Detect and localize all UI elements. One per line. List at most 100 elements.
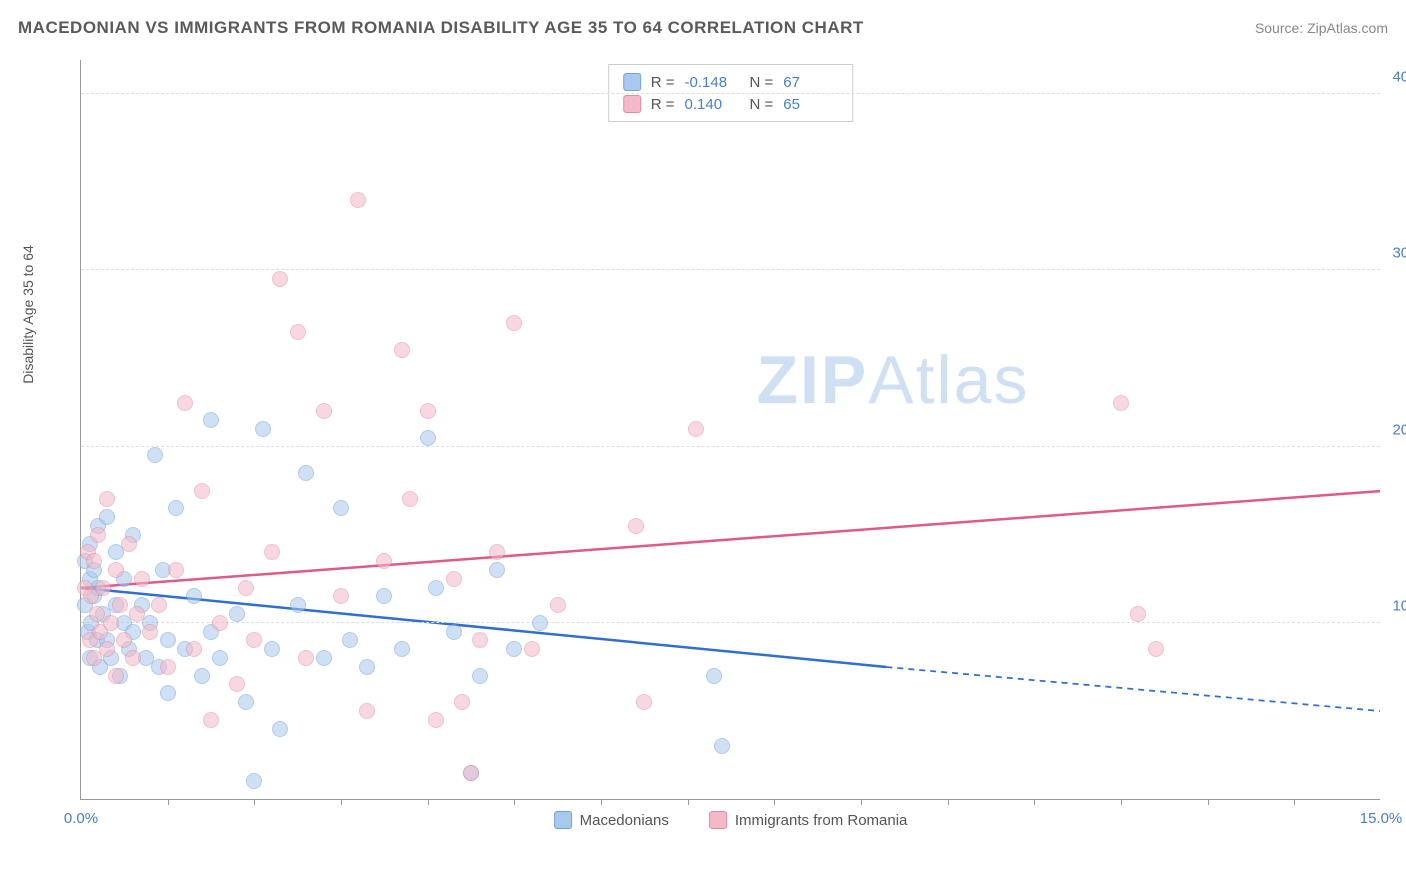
data-point bbox=[125, 650, 141, 666]
x-tick-mark bbox=[254, 799, 255, 805]
x-tick-mark bbox=[774, 799, 775, 805]
data-point bbox=[212, 615, 228, 631]
data-point bbox=[151, 597, 167, 613]
data-point bbox=[134, 571, 150, 587]
data-point bbox=[298, 650, 314, 666]
data-point bbox=[255, 421, 271, 437]
data-point bbox=[359, 659, 375, 675]
data-point bbox=[246, 773, 262, 789]
data-point bbox=[89, 606, 105, 622]
data-point bbox=[86, 553, 102, 569]
y-axis-label: Disability Age 35 to 64 bbox=[20, 245, 36, 384]
data-point bbox=[229, 606, 245, 622]
x-tick-mark bbox=[1034, 799, 1035, 805]
data-point bbox=[160, 632, 176, 648]
legend-r-label: R = bbox=[651, 74, 675, 91]
x-tick-mark bbox=[168, 799, 169, 805]
plot-region: ZIPAtlas R =-0.148N =67R =0.140N =65 Mac… bbox=[80, 60, 1380, 800]
legend-swatch bbox=[709, 811, 727, 829]
data-point bbox=[168, 500, 184, 516]
legend-swatch bbox=[623, 95, 641, 113]
data-point bbox=[177, 395, 193, 411]
data-point bbox=[238, 694, 254, 710]
data-point bbox=[298, 465, 314, 481]
data-point bbox=[428, 712, 444, 728]
data-point bbox=[290, 597, 306, 613]
data-point bbox=[1113, 395, 1129, 411]
legend-n-value: 65 bbox=[783, 96, 838, 113]
data-point bbox=[116, 632, 132, 648]
data-point bbox=[238, 580, 254, 596]
legend-r-label: R = bbox=[651, 96, 675, 113]
chart-header: MACEDONIAN VS IMMIGRANTS FROM ROMANIA DI… bbox=[18, 18, 1388, 38]
x-tick-mark bbox=[1294, 799, 1295, 805]
x-tick-mark bbox=[688, 799, 689, 805]
x-tick-mark bbox=[428, 799, 429, 805]
data-point bbox=[121, 536, 137, 552]
data-point bbox=[420, 403, 436, 419]
trend-lines bbox=[81, 60, 1380, 799]
data-point bbox=[472, 632, 488, 648]
legend-r-value: 0.140 bbox=[685, 96, 740, 113]
data-point bbox=[112, 597, 128, 613]
data-point bbox=[147, 447, 163, 463]
data-point bbox=[203, 412, 219, 428]
data-point bbox=[506, 641, 522, 657]
legend-series-label: Macedonians bbox=[580, 812, 669, 829]
data-point bbox=[489, 544, 505, 560]
data-point bbox=[160, 685, 176, 701]
data-point bbox=[316, 403, 332, 419]
data-point bbox=[186, 641, 202, 657]
data-point bbox=[194, 668, 210, 684]
y-tick-label: 20.0% bbox=[1392, 421, 1406, 438]
x-tick-mark bbox=[514, 799, 515, 805]
data-point bbox=[99, 509, 115, 525]
data-point bbox=[350, 192, 366, 208]
data-point bbox=[628, 518, 644, 534]
x-tick-mark bbox=[861, 799, 862, 805]
data-point bbox=[103, 615, 119, 631]
y-tick-label: 30.0% bbox=[1392, 245, 1406, 262]
chart-title: MACEDONIAN VS IMMIGRANTS FROM ROMANIA DI… bbox=[18, 18, 864, 38]
data-point bbox=[99, 491, 115, 507]
data-point bbox=[376, 588, 392, 604]
data-point bbox=[272, 271, 288, 287]
gridline bbox=[81, 269, 1380, 270]
data-point bbox=[489, 562, 505, 578]
legend-n-label: N = bbox=[750, 96, 774, 113]
data-point bbox=[454, 694, 470, 710]
data-point bbox=[203, 712, 219, 728]
legend-n-label: N = bbox=[750, 74, 774, 91]
legend-row: R =-0.148N =67 bbox=[623, 71, 839, 93]
data-point bbox=[246, 632, 262, 648]
data-point bbox=[428, 580, 444, 596]
legend-swatch bbox=[554, 811, 572, 829]
data-point bbox=[394, 342, 410, 358]
legend-row: R = 0.140 N = 65 bbox=[623, 93, 839, 115]
x-tick-mark bbox=[1121, 799, 1122, 805]
data-point bbox=[1148, 641, 1164, 657]
data-point bbox=[186, 588, 202, 604]
gridline bbox=[81, 446, 1380, 447]
data-point bbox=[142, 624, 158, 640]
legend-series-item: Macedonians bbox=[554, 811, 669, 829]
gridline bbox=[81, 93, 1380, 94]
data-point bbox=[636, 694, 652, 710]
data-point bbox=[394, 641, 410, 657]
data-point bbox=[108, 562, 124, 578]
data-point bbox=[706, 668, 722, 684]
data-point bbox=[524, 641, 540, 657]
legend-swatch bbox=[623, 73, 641, 91]
data-point bbox=[90, 527, 106, 543]
data-point bbox=[95, 580, 111, 596]
data-point bbox=[506, 315, 522, 331]
data-point bbox=[290, 324, 306, 340]
data-point bbox=[168, 562, 184, 578]
gridline bbox=[81, 622, 1380, 623]
x-tick-mark bbox=[601, 799, 602, 805]
data-point bbox=[212, 650, 228, 666]
data-point bbox=[316, 650, 332, 666]
y-tick-label: 40.0% bbox=[1392, 69, 1406, 86]
data-point bbox=[532, 615, 548, 631]
data-point bbox=[420, 430, 436, 446]
